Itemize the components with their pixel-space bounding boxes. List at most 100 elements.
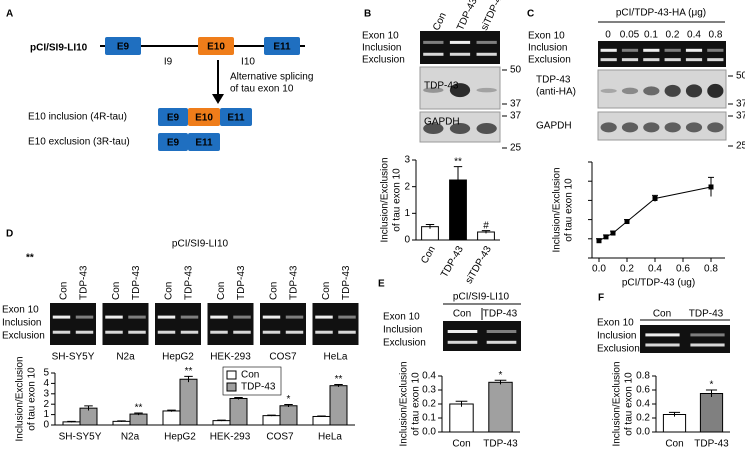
legend-swatch xyxy=(226,382,237,392)
y-tick-label: 0.4 xyxy=(636,399,650,410)
panel-title: pCI/TDP-43-HA (μg) xyxy=(616,8,706,19)
gel-band xyxy=(486,340,517,344)
y-axis-label: Inclusion/Exclusion xyxy=(552,167,563,252)
error-bar xyxy=(453,166,463,194)
gel-band xyxy=(210,330,228,334)
y-tick-label: 0.0 xyxy=(422,427,436,438)
error-bar xyxy=(167,409,176,412)
bar xyxy=(279,405,298,426)
x-tick-label: 0.6 xyxy=(676,264,690,275)
gel-band xyxy=(664,58,681,62)
bar xyxy=(329,385,348,426)
blot-band xyxy=(449,123,471,134)
panel-label: E xyxy=(378,279,385,290)
row-label: Inclusion xyxy=(362,43,401,54)
gel-band xyxy=(486,330,517,333)
x-tick-label: HeLa xyxy=(318,432,342,443)
exon-label: E11 xyxy=(195,138,213,149)
y-tick-label: 0 xyxy=(43,420,49,431)
y-tick-label: 0.6 xyxy=(636,385,650,396)
lane-label: TDP-43 xyxy=(79,265,90,300)
gel-band xyxy=(645,343,680,347)
data-point xyxy=(708,184,714,190)
lane-label: TDP-43 xyxy=(341,265,352,300)
bar xyxy=(699,393,724,433)
gel-band xyxy=(449,52,471,56)
gel-image xyxy=(260,303,306,345)
exon-box xyxy=(158,133,188,151)
lane-label: TDP-43 xyxy=(184,265,195,300)
row-label: Inclusion xyxy=(528,43,567,54)
exon-label: E11 xyxy=(227,113,245,124)
x-tick-label: Con xyxy=(419,244,438,265)
lane-label: Con xyxy=(58,282,69,300)
gel-band xyxy=(690,333,725,337)
cell-line-label: COS7 xyxy=(269,352,297,363)
y-tick-label: 2 xyxy=(404,181,410,192)
y-tick-label: 0.4 xyxy=(422,371,436,382)
error-bar xyxy=(334,383,343,387)
blot-band xyxy=(621,87,639,95)
x-tick-label: 0.2 xyxy=(620,264,634,275)
bar xyxy=(229,397,248,426)
isoform-label: E10 exclusion (3R-tau) xyxy=(28,137,130,148)
y-axis-label: Inclusion/Exclusion xyxy=(380,157,391,242)
gel-band xyxy=(105,330,123,334)
error-bar xyxy=(234,396,243,400)
lane-label: Con xyxy=(321,282,332,300)
lane-label: Con xyxy=(268,282,279,300)
exon-box xyxy=(264,37,300,55)
y-axis-label: Inclusion/Exclusion xyxy=(612,361,623,446)
arrow-text: of tau exon 10 xyxy=(230,84,294,95)
row-label: Exon 10 xyxy=(528,31,565,42)
gel-band xyxy=(52,330,71,334)
bar xyxy=(449,403,474,433)
data-point xyxy=(596,238,602,244)
y-tick-label: 0.0 xyxy=(636,427,650,438)
significance-mark: * xyxy=(287,394,291,405)
blot-band xyxy=(707,83,724,98)
marker-label: 50 xyxy=(510,65,522,76)
x-tick-label: 0.4 xyxy=(648,264,662,275)
cell-line-label: HepG2 xyxy=(162,352,194,363)
x-tick-label: siTDP-43 xyxy=(464,244,495,286)
y-tick-label: 0.3 xyxy=(422,385,436,396)
panel-label: A xyxy=(6,9,13,20)
y-tick-label: 0 xyxy=(404,235,410,246)
gel-band xyxy=(210,315,228,319)
gel-band xyxy=(423,52,444,56)
legend-swatch xyxy=(226,370,237,380)
y-tick-label: 5 xyxy=(43,368,49,379)
exon-box xyxy=(188,133,220,151)
exon-label: E9 xyxy=(167,138,180,149)
x-tick-label: TDP-43 xyxy=(694,439,729,450)
lane-label: TDP-43 xyxy=(289,265,300,300)
error-bar xyxy=(67,420,76,423)
blot-image xyxy=(597,111,727,141)
gel-band xyxy=(600,48,617,52)
bar xyxy=(112,420,131,426)
lane-label: Con xyxy=(431,11,449,32)
lane-label: Con xyxy=(216,282,227,300)
row-label: Exon 10 xyxy=(362,31,399,42)
gel-image xyxy=(420,31,500,64)
cell-line-label: N2a xyxy=(116,352,135,363)
gel-image xyxy=(155,303,201,345)
construct-label: pCI/SI9-LI10 xyxy=(453,292,510,303)
lane-label: siTDP-43 xyxy=(479,0,507,32)
error-bar xyxy=(117,420,126,422)
gel-band xyxy=(75,315,94,319)
data-point xyxy=(652,195,658,201)
gel-image xyxy=(640,325,730,353)
marker-label: 37 xyxy=(510,99,522,110)
dose-label: 0.4 xyxy=(687,30,701,41)
exon-box xyxy=(220,108,252,126)
y-tick-label: 3 xyxy=(404,155,410,166)
marker-label: 25 xyxy=(510,143,522,154)
blot-band xyxy=(476,87,497,93)
gel-band xyxy=(338,315,356,319)
row-label: Exclusion xyxy=(362,55,405,66)
bar xyxy=(212,420,231,426)
x-axis-label: pCI/TDP-43 (ug) xyxy=(622,278,695,289)
gel-band xyxy=(315,330,333,334)
